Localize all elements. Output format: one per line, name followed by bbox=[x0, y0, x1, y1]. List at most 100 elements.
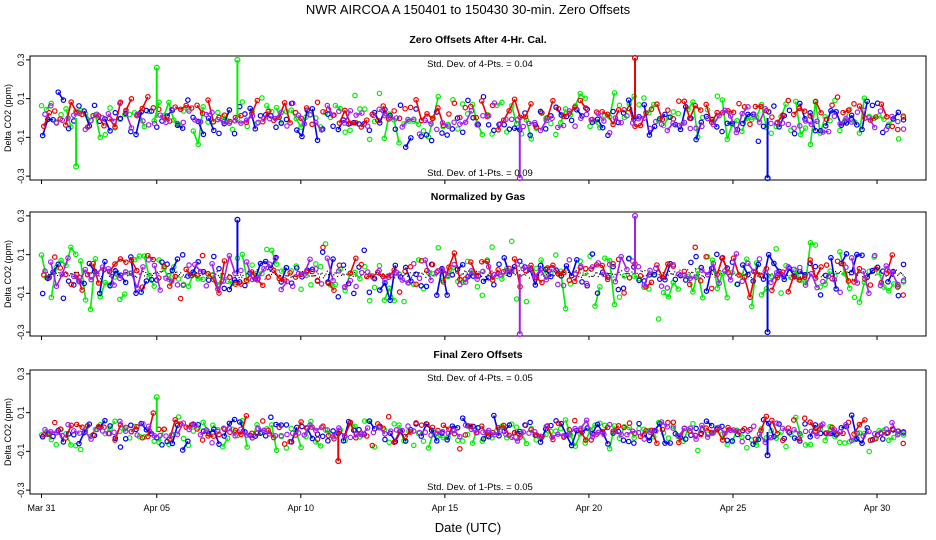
normalized-dot bbox=[448, 270, 450, 272]
std-dev-1pts-annotation: Std. Dev. of 1-Pts. = 0.09 bbox=[427, 168, 533, 179]
series-segment bbox=[707, 431, 714, 438]
data-point bbox=[566, 110, 573, 117]
series-segment bbox=[749, 272, 757, 298]
data-point bbox=[785, 428, 792, 435]
series-segment bbox=[788, 267, 796, 278]
data-point bbox=[457, 114, 463, 121]
data-point bbox=[43, 106, 50, 113]
series-segment bbox=[649, 430, 656, 434]
normalized-dot bbox=[291, 275, 293, 278]
normalized-dot bbox=[626, 272, 628, 274]
data-point bbox=[699, 123, 705, 130]
series-segment bbox=[488, 429, 495, 436]
data-point bbox=[435, 93, 442, 100]
data-point bbox=[693, 253, 699, 260]
data-point bbox=[99, 428, 106, 434]
normalized-dot bbox=[858, 272, 860, 274]
data-point bbox=[359, 110, 365, 116]
normalized-dot bbox=[302, 270, 304, 273]
data-point bbox=[244, 444, 251, 450]
series-segment bbox=[729, 253, 738, 281]
data-point bbox=[243, 277, 250, 284]
data-point bbox=[200, 276, 206, 283]
data-point bbox=[151, 432, 158, 439]
data-point bbox=[825, 128, 832, 135]
data-point bbox=[265, 274, 272, 280]
data-point bbox=[172, 273, 179, 280]
spike-point bbox=[631, 54, 639, 61]
normalized-dot bbox=[584, 273, 586, 275]
data-point bbox=[440, 422, 447, 429]
data-point bbox=[128, 125, 135, 131]
data-point bbox=[473, 114, 480, 121]
data-point bbox=[402, 268, 408, 275]
series-segment bbox=[70, 246, 77, 255]
data-point bbox=[654, 440, 660, 447]
normalized-dot bbox=[794, 272, 796, 275]
data-point bbox=[462, 279, 469, 285]
series-segment bbox=[166, 109, 173, 117]
series-segment bbox=[694, 105, 702, 111]
data-point bbox=[763, 265, 770, 272]
normalized-dot bbox=[461, 273, 463, 275]
data-point bbox=[312, 261, 319, 267]
data-point bbox=[243, 432, 250, 438]
data-point bbox=[578, 115, 584, 122]
data-point bbox=[873, 114, 879, 120]
data-point bbox=[752, 436, 759, 442]
data-point bbox=[88, 436, 94, 442]
data-point bbox=[418, 283, 425, 289]
series-segment bbox=[384, 282, 391, 301]
series-segment bbox=[90, 273, 98, 281]
x-axis-label: Date (UTC) bbox=[435, 520, 501, 535]
normalized-dot bbox=[247, 270, 249, 272]
data-point bbox=[79, 424, 85, 430]
data-point bbox=[146, 108, 153, 115]
data-point bbox=[714, 251, 720, 258]
data-point bbox=[780, 112, 786, 118]
data-point bbox=[459, 101, 466, 107]
series-segment bbox=[862, 270, 870, 294]
data-point bbox=[682, 436, 689, 442]
data-point bbox=[812, 98, 819, 105]
data-point bbox=[134, 267, 140, 274]
data-point bbox=[601, 255, 608, 261]
std-dev-4pts-annotation: Std. Dev. of 4-Pts. = 0.05 bbox=[427, 373, 533, 384]
data-point bbox=[221, 433, 227, 439]
series-segment bbox=[52, 263, 59, 273]
data-point bbox=[314, 99, 321, 106]
data-point bbox=[894, 118, 901, 125]
series-segment bbox=[427, 117, 435, 137]
data-point bbox=[358, 261, 365, 268]
normalized-dot bbox=[619, 274, 621, 276]
normalized-dot bbox=[814, 270, 816, 272]
data-point bbox=[111, 429, 117, 436]
series-segment bbox=[601, 111, 608, 116]
series-segment bbox=[361, 427, 369, 436]
data-point bbox=[561, 113, 567, 120]
data-point bbox=[523, 298, 530, 305]
data-point bbox=[191, 422, 198, 428]
series-segment bbox=[420, 113, 428, 121]
normalized-dot bbox=[465, 271, 467, 273]
data-point bbox=[342, 129, 348, 135]
normalized-dot bbox=[460, 274, 462, 276]
series-segment bbox=[559, 271, 567, 309]
normalized-dot bbox=[847, 271, 850, 274]
data-point bbox=[459, 438, 466, 444]
x-tick-label: Mar 31 bbox=[28, 503, 56, 513]
normalized-dot bbox=[623, 276, 625, 278]
data-point bbox=[358, 124, 365, 130]
data-point bbox=[363, 433, 370, 439]
series-segment bbox=[159, 114, 167, 123]
series-segment bbox=[107, 113, 115, 122]
series-segment bbox=[645, 281, 652, 288]
data-point bbox=[102, 131, 108, 138]
normalized-dot bbox=[700, 277, 702, 279]
data-point bbox=[646, 132, 653, 138]
normalized-dot bbox=[344, 268, 346, 271]
data-point bbox=[138, 289, 145, 295]
data-point bbox=[172, 416, 179, 423]
data-point bbox=[82, 266, 89, 273]
data-point bbox=[303, 105, 310, 111]
